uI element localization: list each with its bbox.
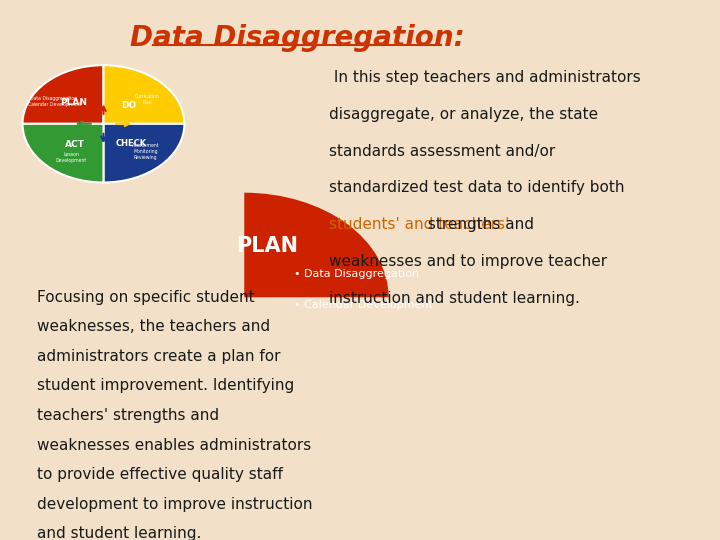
Text: In this step teachers and administrators: In this step teachers and administrators [329,70,641,85]
Text: to provide effective quality staff: to provide effective quality staff [37,467,282,482]
Text: student improvement. Identifying: student improvement. Identifying [37,379,294,394]
Text: development to improve instruction: development to improve instruction [37,497,312,512]
Text: teachers' strengths and: teachers' strengths and [37,408,219,423]
Text: standards assessment and/or: standards assessment and/or [329,144,555,159]
Text: Data Disaggregation:: Data Disaggregation: [130,24,464,52]
Text: instruction and student learning.: instruction and student learning. [329,291,580,306]
Text: PLAN: PLAN [60,98,87,107]
Text: DO: DO [122,100,137,110]
Text: weaknesses and to improve teacher: weaknesses and to improve teacher [329,254,607,269]
Text: disaggregate, or analyze, the state: disaggregate, or analyze, the state [329,107,598,122]
Text: PLAN: PLAN [236,235,299,255]
Text: Focusing on specific student: Focusing on specific student [37,289,254,305]
Text: weaknesses, the teachers and: weaknesses, the teachers and [37,319,270,334]
Wedge shape [22,65,104,124]
Text: Data Disaggregation
Calendar Development: Data Disaggregation Calendar Development [27,96,81,107]
Text: • Data Disaggregation: • Data Disaggregation [294,269,419,279]
Text: strengths and: strengths and [423,217,534,232]
Wedge shape [22,124,104,183]
Text: and student learning.: and student learning. [37,526,201,540]
Text: weaknesses enables administrators: weaknesses enables administrators [37,437,311,453]
Text: CHECK: CHECK [115,139,146,148]
Text: standardized test data to identify both: standardized test data to identify both [329,180,624,195]
Text: • Calendar Development: • Calendar Development [294,300,433,310]
Wedge shape [244,193,389,298]
Text: Curriculum
Plan: Curriculum Plan [135,94,159,105]
Text: students' and teachers': students' and teachers' [329,217,509,232]
Wedge shape [104,124,184,183]
Wedge shape [104,65,184,124]
Text: ACT: ACT [65,140,85,149]
Text: Assessment
Monitoring
Reviewing: Assessment Monitoring Reviewing [132,143,159,160]
Text: administrators create a plan for: administrators create a plan for [37,349,280,364]
Text: Lesson
Development: Lesson Development [55,152,86,163]
